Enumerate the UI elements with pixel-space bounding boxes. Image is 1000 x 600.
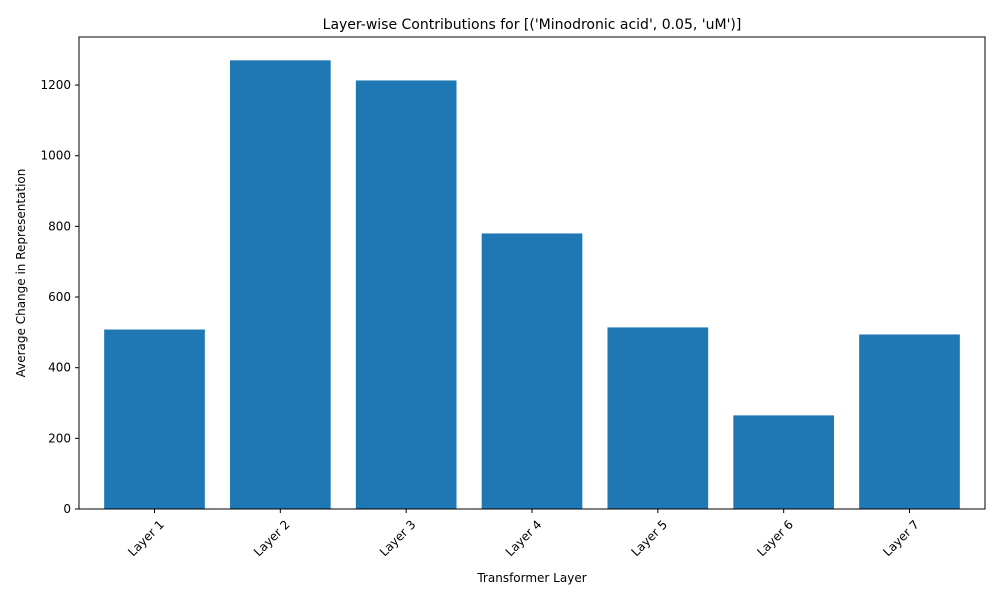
- plot-frame: [78, 36, 986, 510]
- x-tick-label: Layer 2: [251, 517, 293, 559]
- x-tick-label: Layer 3: [377, 517, 419, 559]
- y-tick-label: 0: [63, 502, 71, 516]
- x-tick-label: Layer 4: [503, 517, 545, 559]
- bars-group: [104, 60, 960, 510]
- y-tick-label: 1200: [40, 78, 71, 92]
- bar-4: [481, 233, 583, 509]
- x-tick-label: Layer 7: [880, 517, 922, 559]
- bar-5: [607, 327, 709, 509]
- y-tick-label: 400: [48, 361, 71, 375]
- y-axis-label: Average Change in Representation: [14, 169, 28, 378]
- y-tick-label: 1000: [40, 149, 71, 163]
- bar-1: [104, 329, 205, 509]
- bar-7: [859, 334, 960, 509]
- bar-6: [733, 415, 834, 509]
- chart-title: Layer-wise Contributions for [('Minodron…: [323, 17, 742, 33]
- x-tick-label: Layer 1: [125, 517, 167, 559]
- bar-3: [355, 80, 457, 510]
- y-axis: 0 200 400 600 800 1000 1200: [40, 78, 79, 516]
- y-tick-label: 200: [48, 431, 71, 445]
- x-tick-label: Layer 6: [754, 517, 796, 559]
- bar-2: [230, 60, 331, 510]
- x-tick-label: Layer 5: [629, 517, 671, 559]
- y-tick-label: 800: [48, 219, 71, 233]
- x-axis-label: Transformer Layer: [476, 571, 586, 585]
- y-tick-label: 600: [48, 290, 71, 304]
- x-axis: Layer 1 Layer 2 Layer 3 Layer 4 Layer 5 Layer…: [125, 509, 922, 559]
